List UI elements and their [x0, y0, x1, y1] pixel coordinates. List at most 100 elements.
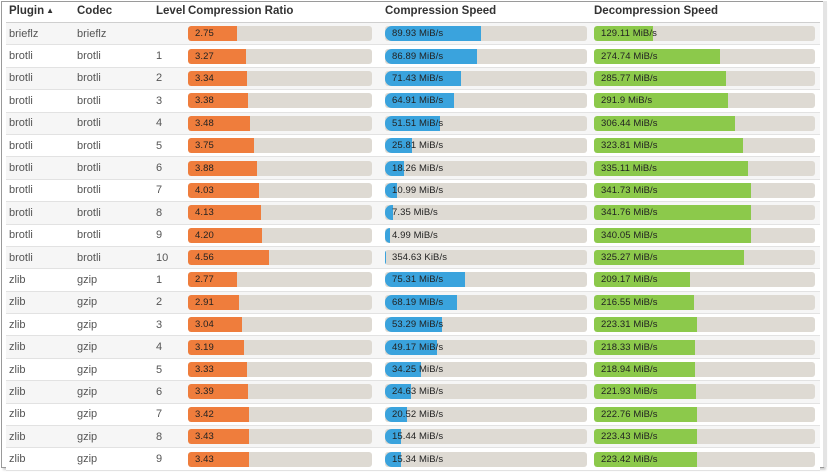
ratio-bar-fill: [188, 205, 262, 221]
ratio-bar: 3.34: [188, 70, 372, 86]
level-cell: 2: [153, 67, 185, 91]
plugin-cell: zlib: [6, 335, 74, 359]
compression-ratio-cell: 4.20: [185, 224, 382, 247]
dspeed-bar-label: 221.93 MiB/s: [601, 386, 658, 398]
codec-cell: gzip: [74, 291, 153, 315]
table-row[interactable]: brotli brotli 9 4.20 4.99 MiB/s 340.05 MiB/s: [6, 224, 820, 247]
dspeed-bar-label: 216.55 MiB/s: [601, 296, 658, 308]
codec-cell: gzip: [74, 358, 153, 382]
dspeed-bar: 323.81 MiB/s: [594, 138, 815, 154]
ratio-bar-fill: [188, 93, 248, 109]
column-header-plugin[interactable]: Plugin ▲: [6, 0, 74, 23]
plugin-cell: zlib: [6, 425, 74, 449]
codec-cell: brotli: [74, 246, 153, 270]
level-cell: 4: [153, 112, 185, 135]
plugin-cell: brotli: [6, 246, 74, 270]
table-row[interactable]: zlib gzip 8 3.43 15.44 MiB/s 223.43 MiB/s: [6, 425, 820, 449]
cspeed-bar-fill: [385, 406, 407, 422]
table-row[interactable]: brotli brotli 4 3.48 51.51 MiB/s 306.44 MiB/s: [6, 112, 820, 135]
ratio-bar: 4.03: [188, 182, 372, 198]
compression-ratio-cell: 3.38: [185, 89, 382, 113]
ratio-bar: 3.43: [188, 429, 372, 445]
plugin-cell: brotli: [6, 134, 74, 158]
table-row[interactable]: zlib gzip 7 3.42 20.52 MiB/s 222.76 MiB/s: [6, 403, 820, 427]
dspeed-bar: 223.31 MiB/s: [594, 317, 815, 333]
ratio-bar: 2.91: [188, 294, 372, 310]
compression-ratio-cell: 3.88: [185, 156, 382, 180]
column-header-decompression-speed[interactable]: Decompression Speed: [591, 0, 820, 23]
table-row[interactable]: brotli brotli 8 4.13 7.35 MiB/s 341.76 MiB/s: [6, 201, 820, 225]
compression-speed-cell: 15.44 MiB/s: [382, 425, 591, 449]
ratio-bar: 3.33: [188, 362, 372, 378]
column-header-level[interactable]: Level: [153, 0, 185, 23]
dspeed-bar-label: 274.74 MiB/s: [601, 50, 658, 62]
ratio-bar-fill: [188, 317, 242, 333]
table-row[interactable]: zlib gzip 9 3.43 15.34 MiB/s 223.42 MiB/s: [6, 447, 820, 471]
ratio-bar-fill: [188, 429, 249, 445]
ratio-bar-label: 3.43: [195, 453, 214, 465]
codec-cell: brotli: [74, 201, 153, 225]
decompression-speed-cell: 274.74 MiB/s: [591, 44, 820, 68]
ratio-bar-fill: [188, 272, 237, 288]
table-row[interactable]: zlib gzip 5 3.33 34.25 MiB/s 218.94 MiB/s: [6, 358, 820, 382]
ratio-bar: 3.38: [188, 93, 372, 109]
table-row[interactable]: brotli brotli 10 4.56 354.63 KiB/s 325.27 MiB…: [6, 246, 820, 270]
decompression-speed-cell: 306.44 MiB/s: [591, 112, 820, 135]
codec-cell: gzip: [74, 335, 153, 359]
dspeed-bar: 285.77 MiB/s: [594, 70, 815, 86]
codec-cell: brotli: [74, 179, 153, 203]
header-row: Plugin ▲ Codec Level Compression Ratio Co…: [6, 0, 820, 23]
column-header-codec[interactable]: Codec: [74, 0, 153, 23]
ratio-bar: 4.56: [188, 250, 372, 266]
cspeed-bar: 354.63 KiB/s: [385, 250, 587, 266]
table-row[interactable]: brotli brotli 3 3.38 64.91 MiB/s 291.9 MiB/s: [6, 89, 820, 113]
table-row[interactable]: zlib gzip 1 2.77 75.31 MiB/s 209.17 MiB/s: [6, 268, 820, 292]
cspeed-bar-label: 71.43 MiB/s: [392, 72, 444, 84]
table-row[interactable]: brotli brotli 6 3.88 18.26 MiB/s 335.11 MiB/s: [6, 156, 820, 180]
cspeed-bar-fill: [385, 182, 397, 198]
cspeed-bar-label: 75.31 MiB/s: [392, 274, 444, 286]
ratio-bar-label: 3.38: [195, 95, 214, 107]
vertical-scrollbar[interactable]: [823, 1, 827, 467]
compression-speed-cell: 86.89 MiB/s: [382, 44, 591, 68]
table-row[interactable]: zlib gzip 2 2.91 68.19 MiB/s 216.55 MiB/s: [6, 291, 820, 315]
ratio-bar-label: 4.20: [195, 229, 214, 241]
table-row[interactable]: brotli brotli 5 3.75 25.81 MiB/s 323.81 MiB/s: [6, 134, 820, 158]
ratio-bar-label: 3.33: [195, 364, 214, 376]
cspeed-bar-fill: [385, 294, 458, 310]
table-body: brieflz brieflz 2.75 89.93 MiB/s 129.11 MiB/…: [6, 22, 820, 471]
dspeed-bar-fill: [594, 115, 736, 131]
table-row[interactable]: zlib gzip 6 3.39 24.63 MiB/s 221.93 MiB/s: [6, 380, 820, 404]
table-row[interactable]: zlib gzip 3 3.04 53.29 MiB/s 223.31 MiB/s: [6, 313, 820, 337]
sort-ascending-icon: ▲: [46, 6, 55, 15]
level-cell: 1: [153, 268, 185, 292]
table-row[interactable]: zlib gzip 4 3.19 49.17 MiB/s 218.33 MiB/s: [6, 335, 820, 359]
plugin-cell: brieflz: [6, 22, 74, 46]
plugin-cell: zlib: [6, 268, 74, 292]
table-row[interactable]: brotli brotli 2 3.34 71.43 MiB/s 285.77 MiB/s: [6, 67, 820, 91]
column-header-compression-speed[interactable]: Compression Speed: [382, 0, 591, 23]
ratio-bar: 4.20: [188, 227, 372, 243]
level-cell: 7: [153, 403, 185, 427]
decompression-speed-cell: 335.11 MiB/s: [591, 156, 820, 180]
compression-speed-cell: 15.34 MiB/s: [382, 447, 591, 471]
dspeed-bar-label: 341.76 MiB/s: [601, 207, 658, 219]
dspeed-bar-fill: [594, 70, 726, 86]
dspeed-bar-fill: [594, 48, 721, 64]
ratio-bar-label: 2.77: [195, 274, 214, 286]
decompression-speed-cell: 291.9 MiB/s: [591, 89, 820, 113]
cspeed-bar-label: 4.99 MiB/s: [392, 229, 438, 241]
ratio-bar-label: 3.88: [195, 162, 214, 174]
table-row[interactable]: brotli brotli 1 3.27 86.89 MiB/s 274.74 MiB/s: [6, 44, 820, 68]
decompression-speed-cell: 218.94 MiB/s: [591, 358, 820, 382]
codec-cell: brotli: [74, 44, 153, 68]
dspeed-bar-label: 222.76 MiB/s: [601, 408, 658, 420]
column-header-compression-ratio[interactable]: Compression Ratio: [185, 0, 382, 23]
cspeed-bar-label: 49.17 MiB/s: [392, 341, 444, 353]
cspeed-bar-fill: [385, 70, 461, 86]
level-cell: 4: [153, 335, 185, 359]
table-row[interactable]: brotli brotli 7 4.03 10.99 MiB/s 341.73 MiB/s: [6, 179, 820, 203]
ratio-bar-fill: [188, 362, 247, 378]
table-row[interactable]: brieflz brieflz 2.75 89.93 MiB/s 129.11 MiB/…: [6, 22, 820, 46]
cspeed-bar: 71.43 MiB/s: [385, 70, 587, 86]
